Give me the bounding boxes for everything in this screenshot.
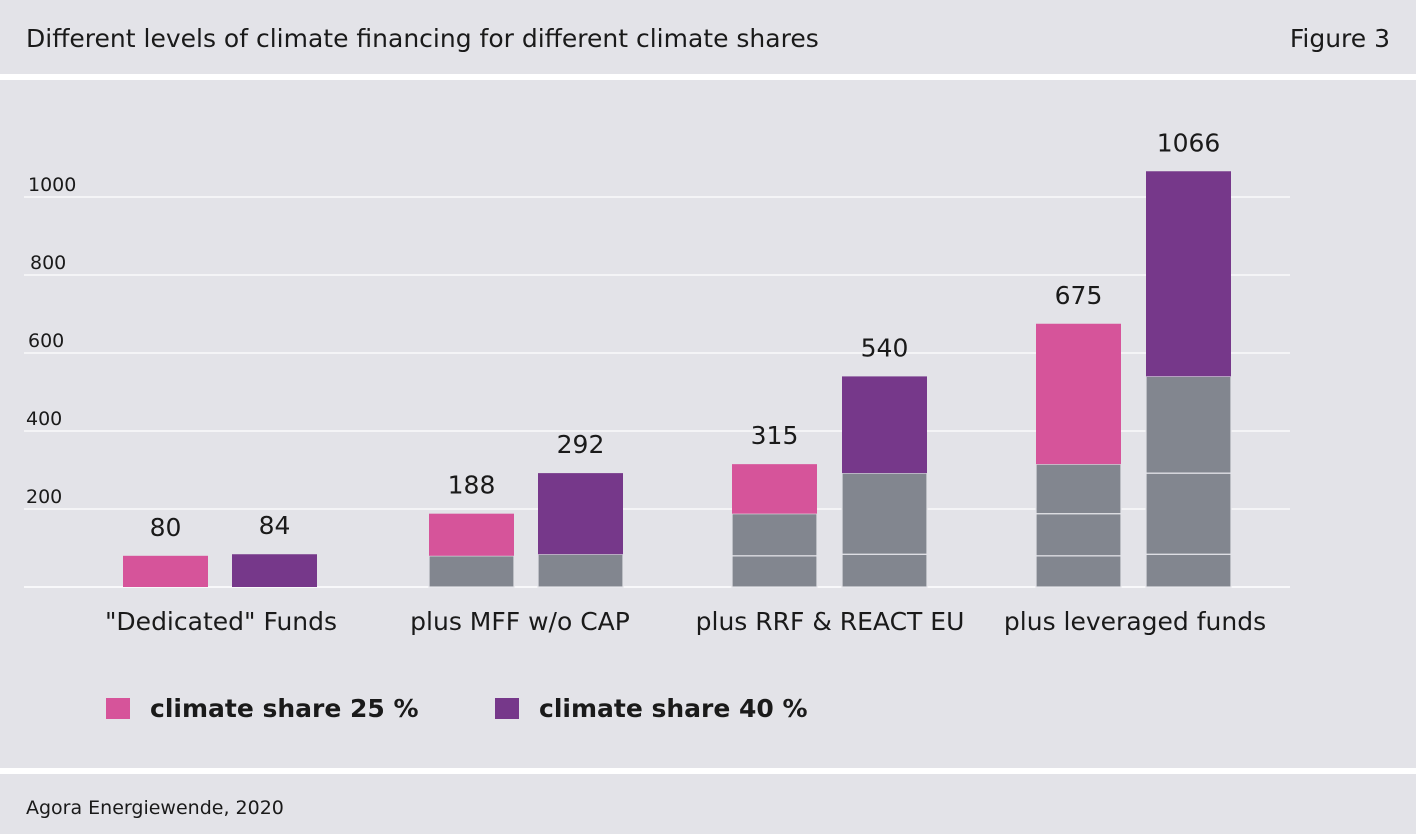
bar-share40-group4-segment3 [1145, 375, 1232, 474]
y-tick-label-1000: 1000 [28, 174, 76, 196]
data-label-share40-group2: 292 [557, 430, 605, 459]
category-label-1: "Dedicated" Funds [105, 607, 337, 636]
data-label-share40-group4: 1066 [1157, 128, 1221, 157]
source-note: Agora Energiewende, 2020 [26, 797, 284, 819]
legend-label-25: climate share 25 % [150, 694, 419, 723]
bar-share25-group3-segment1 [731, 555, 818, 588]
y-tick-label-800: 800 [30, 252, 66, 274]
bar-share25-group4-segment2 [1035, 513, 1122, 557]
bar-share40-group4-segment4 [1146, 171, 1231, 377]
bar-share40-group3-segment1 [841, 553, 928, 588]
bar-share40-group2-segment1 [537, 553, 624, 588]
bar-share40-group4-segment1 [1145, 553, 1232, 588]
legend-swatch-purple [495, 698, 519, 719]
figure-label: Figure 3 [1289, 24, 1390, 53]
bar-share40-group3-segment3 [842, 376, 927, 474]
bar-share40-group3-segment2 [841, 472, 928, 555]
bar-share25-group4-segment3 [1035, 463, 1122, 515]
bar-share25-group2-segment1 [428, 555, 515, 588]
bar-share40-group1-segment1 [232, 554, 317, 587]
chart-title: Different levels of climate financing fo… [26, 24, 819, 53]
bar-share40-group2-segment2 [538, 473, 623, 555]
data-label-share40-group3: 540 [861, 333, 909, 362]
data-label-share25-group4: 675 [1055, 281, 1103, 310]
data-label-share25-group3: 315 [751, 421, 799, 450]
bar-share25-group4-segment4 [1036, 323, 1121, 465]
category-label-2: plus MFF w/o CAP [410, 607, 630, 636]
legend-swatch-pink [106, 698, 130, 719]
y-tick-label-400: 400 [26, 408, 62, 430]
data-label-share25-group2: 188 [448, 471, 496, 500]
chart-header: Different levels of climate financing fo… [0, 0, 1416, 74]
bar-share25-group3-segment3 [732, 464, 817, 514]
data-label-share25-group1: 80 [150, 513, 182, 542]
y-tick-label-600: 600 [28, 330, 64, 352]
bar-share25-group1-segment1 [123, 555, 208, 587]
bar-share25-group3-segment2 [731, 513, 818, 557]
bar-share25-group2-segment2 [429, 513, 514, 556]
data-label-share40-group1: 84 [259, 511, 291, 540]
category-label-4: plus leveraged funds [1004, 607, 1266, 636]
chart-footer: Agora Energiewende, 2020 [0, 774, 1416, 834]
bar-share40-group4-segment2 [1145, 472, 1232, 555]
y-tick-label-200: 200 [26, 486, 62, 508]
category-label-3: plus RRF & REACT EU [696, 607, 965, 636]
legend-label-40: climate share 40 % [539, 694, 808, 723]
bar-share25-group4-segment1 [1035, 555, 1122, 588]
